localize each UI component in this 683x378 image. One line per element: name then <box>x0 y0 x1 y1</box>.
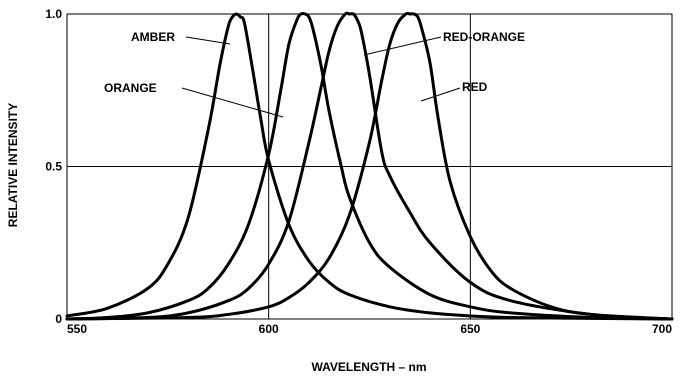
x-tick-label: 550 <box>67 322 87 336</box>
curve-labels: AMBER ORANGE RED-ORANGE RED <box>104 30 525 118</box>
curve-orange <box>65 11 674 321</box>
y-axis-title: RELATIVE INTENSITY <box>6 103 20 227</box>
y-tick-label: 0 <box>55 312 62 326</box>
curve-red <box>65 11 674 321</box>
gridlines <box>67 14 672 319</box>
x-axis-title: WAVELENGTH – nm <box>311 360 426 374</box>
leader-line-amber <box>185 36 231 45</box>
y-tick-label: 0.5 <box>45 160 62 174</box>
label-amber: AMBER <box>131 30 175 44</box>
leader-line-red <box>420 87 461 102</box>
x-tick-label: 600 <box>259 322 279 336</box>
tick-labels: 550 600 650 700 0 0.5 1.0 <box>45 7 672 336</box>
y-tick-label: 1.0 <box>45 7 62 21</box>
leader-line-orange <box>181 87 284 118</box>
series-curves <box>65 11 674 321</box>
label-red: RED <box>462 80 488 94</box>
label-red-orange: RED-ORANGE <box>443 30 525 44</box>
curve-amber <box>65 12 674 321</box>
x-tick-label: 650 <box>460 322 480 336</box>
leader-line-red-orange <box>363 36 442 56</box>
label-orange: ORANGE <box>104 81 157 95</box>
x-tick-label: 700 <box>652 322 672 336</box>
curve-red-orange <box>65 11 674 321</box>
